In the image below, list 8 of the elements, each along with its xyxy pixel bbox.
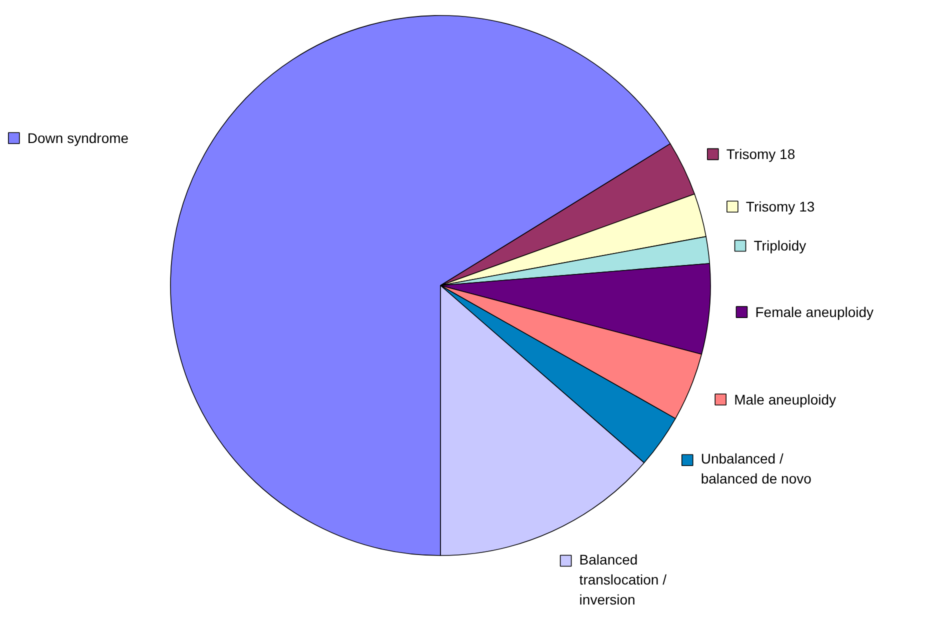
- legend-label: Unbalanced / balanced de novo: [700, 450, 812, 487]
- legend-label: Down syndrome: [27, 130, 129, 146]
- legend-label: Triploidy: [754, 238, 806, 254]
- legend-label: Trisomy 13: [746, 198, 815, 215]
- legend-label: Male aneuploidy: [734, 391, 836, 408]
- legend-label: Trisomy 18: [726, 146, 796, 162]
- legend-label: Balanced translocation / inversion: [579, 551, 667, 608]
- legend-label: Female aneuploidy: [755, 304, 874, 320]
